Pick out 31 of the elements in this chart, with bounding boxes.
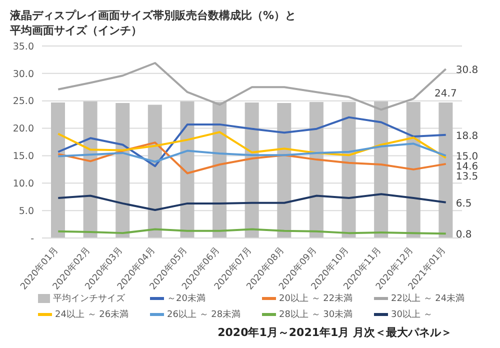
line-series bbox=[57, 116, 447, 168]
line-series bbox=[57, 131, 447, 159]
legend-label: 平均インチサイズ bbox=[53, 292, 125, 305]
legend-label: 22以上 ～ 24未満 bbox=[391, 292, 465, 305]
legend-label: 28以上 ～ 30未満 bbox=[279, 308, 353, 321]
legend-label: 30以上 ～ bbox=[391, 308, 432, 321]
chart-title: 液晶ディスプレイ画面サイズ帯別販売台数構成比（%）と平均画面サイズ（インチ） bbox=[10, 8, 298, 38]
y-tick-label: 10.0 bbox=[12, 178, 34, 190]
y-tick-label: 35.0 bbox=[12, 41, 34, 52]
line-series bbox=[57, 142, 447, 163]
y-tick-label: 20.0 bbox=[12, 124, 34, 135]
text: 2020年1月～2021年1月 月次＜最大パネル＞ bbox=[218, 325, 452, 340]
data-label: 30.8 bbox=[456, 65, 478, 76]
data-label: 18.8 bbox=[456, 130, 478, 142]
y-tick-label: 5.0 bbox=[18, 206, 34, 217]
legend-label: 26以上 ～ 28未満 bbox=[167, 308, 241, 321]
data-label: 13.5 bbox=[456, 172, 478, 183]
legend-label: 20以上 ～ 22未満 bbox=[279, 292, 353, 305]
data-label: 24.7 bbox=[434, 88, 457, 100]
y-tick-label: 25.0 bbox=[12, 96, 34, 108]
data-label: 0.8 bbox=[456, 230, 472, 241]
line-series bbox=[57, 193, 447, 212]
legend-label: 24以上 ～ 26未満 bbox=[55, 308, 129, 321]
y-tick-label: 30.0 bbox=[12, 68, 34, 80]
y-tick-label: - bbox=[30, 233, 34, 244]
data-label: 6.5 bbox=[456, 198, 472, 210]
y-tick-label: 15.0 bbox=[12, 151, 34, 162]
data-label: 15.0 bbox=[456, 152, 478, 163]
legend-label: ～20未満 bbox=[167, 292, 206, 305]
line-series bbox=[57, 142, 447, 174]
data-label: 14.6 bbox=[456, 162, 478, 173]
